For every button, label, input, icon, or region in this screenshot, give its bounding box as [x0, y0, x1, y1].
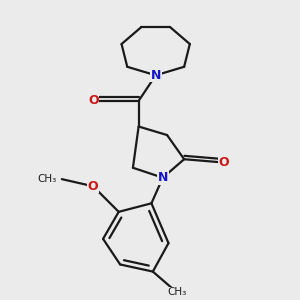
Text: CH₃: CH₃ — [37, 174, 56, 184]
Text: O: O — [88, 94, 99, 107]
Text: N: N — [151, 69, 161, 82]
Text: O: O — [218, 156, 229, 169]
Text: O: O — [88, 180, 98, 193]
Text: CH₃: CH₃ — [167, 287, 187, 297]
Text: N: N — [158, 171, 168, 184]
